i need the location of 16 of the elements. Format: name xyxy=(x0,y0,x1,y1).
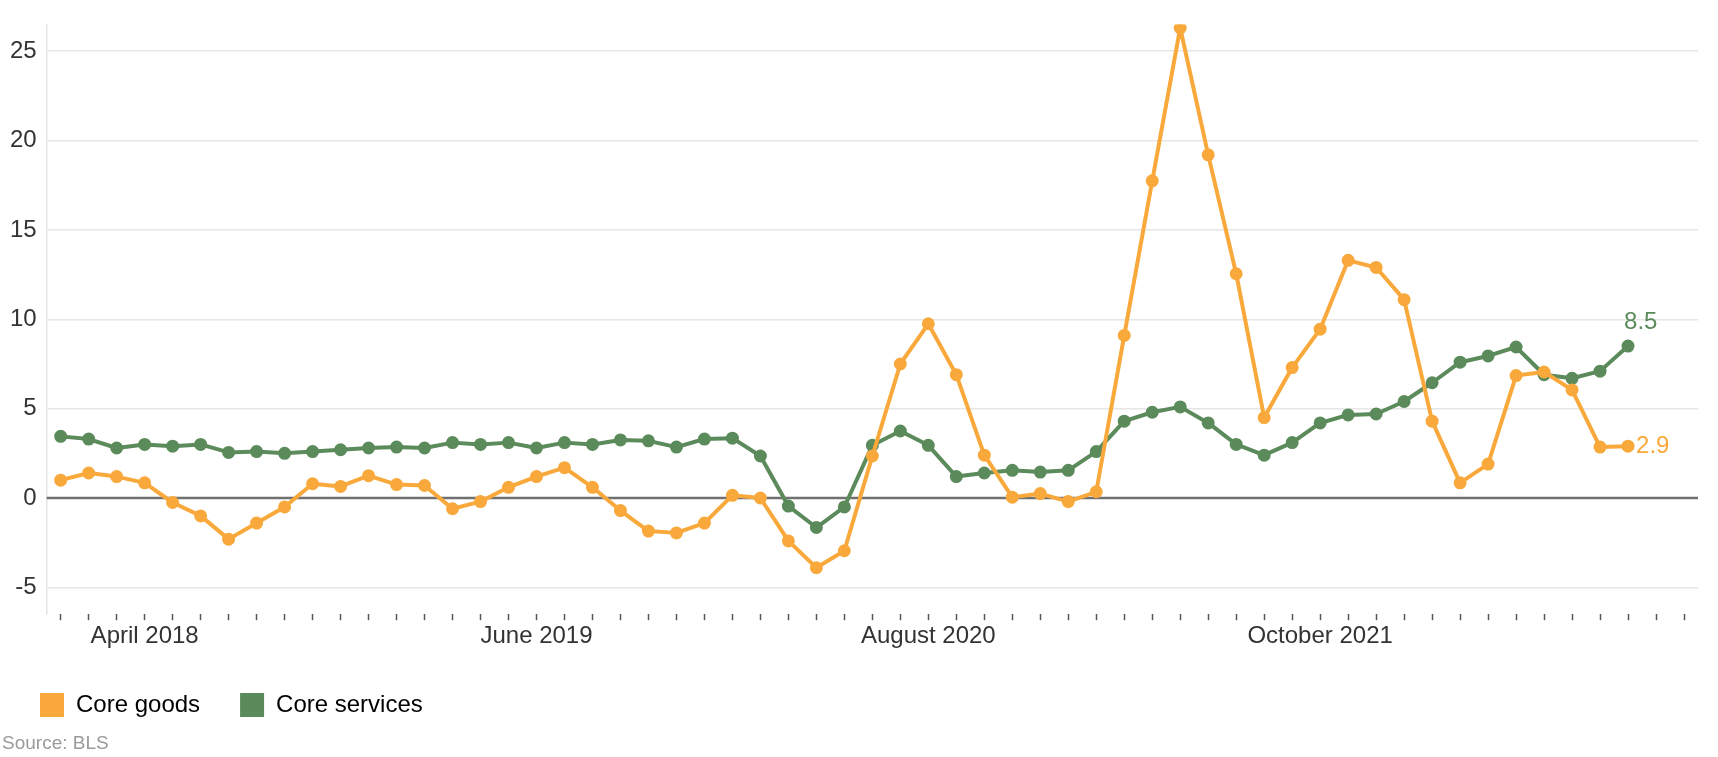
x-tick-label: August 2020 xyxy=(860,621,996,649)
legend-label: Core goods xyxy=(76,689,201,717)
y-tick-label: 5 xyxy=(23,393,37,421)
source-note: Source: BLS xyxy=(2,731,109,753)
x-tick-label: October 2021 xyxy=(1247,621,1393,649)
legend-label: Core services xyxy=(276,689,423,717)
y-tick-label: 15 xyxy=(9,214,37,242)
data-label: 2.9 xyxy=(1636,430,1670,458)
y-tick-label: -5 xyxy=(15,572,37,600)
x-tick-label: June 2019 xyxy=(480,621,593,649)
data-label: 8.5 xyxy=(1624,306,1658,334)
y-tick-label: 0 xyxy=(23,482,37,510)
y-tick-label: 20 xyxy=(9,125,37,153)
x-tick-label: April 2018 xyxy=(90,621,199,649)
y-tick-label: 10 xyxy=(9,303,37,331)
y-tick-label: 25 xyxy=(9,35,37,63)
